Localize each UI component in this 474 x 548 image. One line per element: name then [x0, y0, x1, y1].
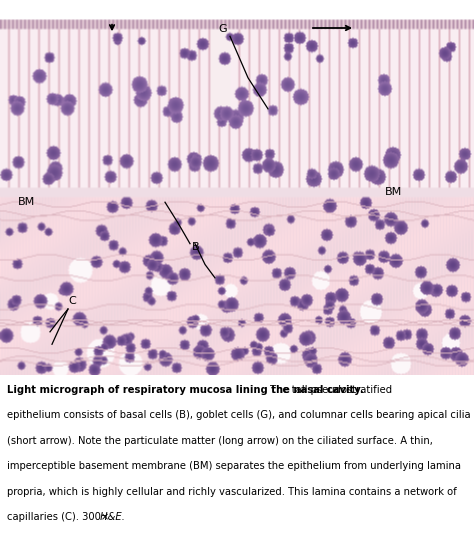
Text: Light micrograph of respiratory mucosa lining the nasal cavity.: Light micrograph of respiratory mucosa l…	[7, 385, 364, 395]
Text: capillaries (C). 300×.: capillaries (C). 300×.	[7, 512, 113, 522]
Text: imperceptible basement membrane (BM) separates the epithelium from underlying la: imperceptible basement membrane (BM) sep…	[7, 461, 461, 471]
Text: epithelium consists of basal cells (B), goblet cells (G), and columnar cells bea: epithelium consists of basal cells (B), …	[7, 410, 471, 420]
Text: (short arrow). Note the particulate matter (long arrow) on the ciliated surface.: (short arrow). Note the particulate matt…	[7, 436, 433, 446]
Text: The tall pseudostratified: The tall pseudostratified	[267, 385, 392, 395]
Text: BM: BM	[385, 187, 402, 197]
Text: BM: BM	[18, 197, 35, 207]
Text: B: B	[192, 242, 200, 252]
Text: C: C	[68, 296, 76, 306]
Text: G: G	[218, 24, 227, 34]
Text: H&E.: H&E.	[97, 512, 125, 522]
Text: propria, which is highly cellular and richly vascularized. This lamina contains : propria, which is highly cellular and ri…	[7, 487, 457, 497]
